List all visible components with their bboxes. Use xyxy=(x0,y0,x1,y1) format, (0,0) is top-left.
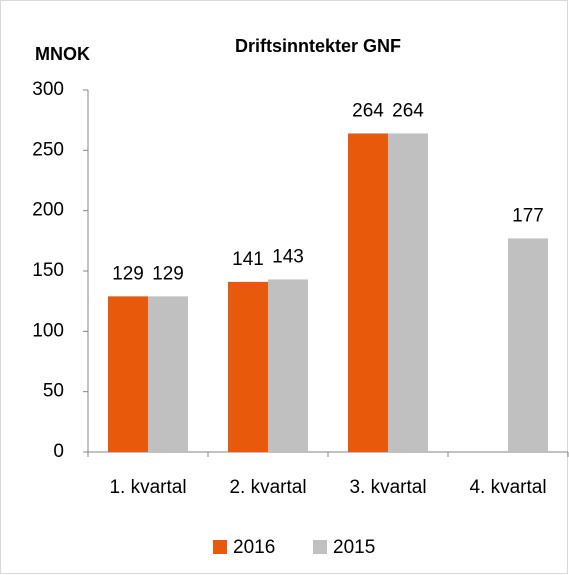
bar xyxy=(268,279,308,452)
y-tick-label: 0 xyxy=(53,441,64,462)
y-tick-label: 200 xyxy=(32,200,64,221)
y-tick-label: 150 xyxy=(32,260,64,281)
bar xyxy=(508,238,548,452)
data-label: 129 xyxy=(112,263,144,284)
bar xyxy=(388,133,428,452)
legend-swatch xyxy=(313,540,327,554)
legend-label: 2016 xyxy=(233,537,275,558)
x-tick-label: 1. kvartal xyxy=(109,477,186,498)
bar xyxy=(148,296,188,452)
bar xyxy=(348,133,388,452)
y-tick-label: 250 xyxy=(32,139,64,160)
legend-label: 2015 xyxy=(333,537,375,558)
y-axis-label: MNOK xyxy=(35,44,90,64)
data-label: 141 xyxy=(232,249,264,270)
data-label: 264 xyxy=(352,100,384,121)
data-label: 129 xyxy=(152,263,184,284)
bar xyxy=(108,296,148,452)
x-tick-label: 3. kvartal xyxy=(349,477,426,498)
y-tick-label: 100 xyxy=(32,320,64,341)
legend-swatch xyxy=(213,540,227,554)
data-label: 264 xyxy=(392,100,424,121)
data-label: 177 xyxy=(512,205,544,226)
y-tick-label: 50 xyxy=(43,381,64,402)
y-tick-label: 300 xyxy=(32,79,64,100)
chart-title: Driftsinntekter GNF xyxy=(235,36,401,56)
x-tick-label: 4. kvartal xyxy=(469,477,546,498)
x-tick-label: 2. kvartal xyxy=(229,477,306,498)
bar xyxy=(228,281,268,452)
data-label: 143 xyxy=(272,246,304,267)
